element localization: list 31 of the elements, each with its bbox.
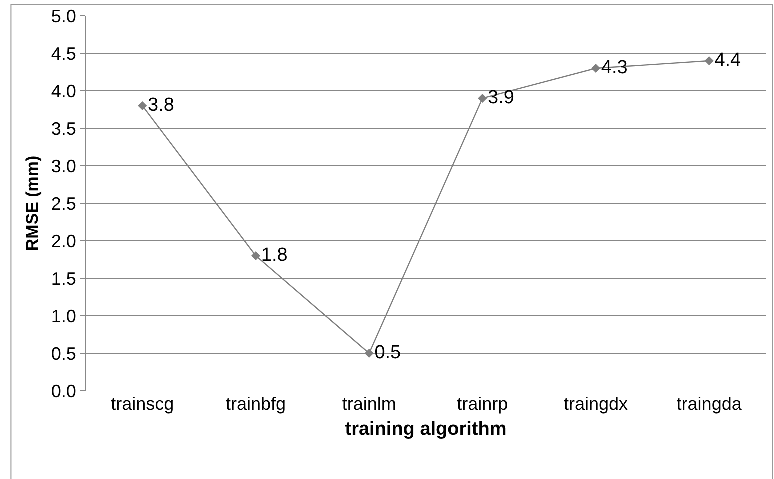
point (591, 64, 601, 74)
y-tick-label: 2.0 (51, 231, 76, 252)
y-tick-label: 1.5 (51, 268, 76, 289)
point (251, 251, 261, 261)
data-label: 4.3 (601, 57, 628, 78)
y-tick-label: 4.5 (51, 44, 76, 64)
x-axis-title: training algorithm (345, 418, 507, 440)
data-label: 3.8 (148, 94, 174, 116)
data-label: 3.9 (488, 87, 514, 108)
y-tick-label: 3.0 (51, 156, 76, 176)
point (478, 94, 488, 104)
x-tick-label: trainbfg (226, 394, 286, 414)
data-label: 0.5 (374, 342, 402, 364)
data-label: 4.4 (714, 50, 742, 71)
y-tick-label: 3.5 (51, 118, 76, 139)
x-tick-label: trainscg (111, 394, 174, 414)
x-tick-label: trainrp (457, 394, 508, 414)
y-tick-label: 5.0 (51, 6, 76, 26)
y-tick-label: 0.5 (51, 344, 76, 364)
y-axis-title: RMSE (mm) (22, 156, 42, 252)
y-tick-label: 4.0 (51, 81, 76, 102)
data-label: 1.8 (261, 244, 288, 266)
y-tick-label: 0.0 (51, 381, 76, 402)
y-tick-label: 2.5 (51, 194, 76, 214)
point (138, 101, 148, 111)
x-tick-label: trainlm (342, 394, 396, 414)
x-tick-label: traingda (676, 394, 743, 414)
point (364, 348, 374, 358)
y-tick-label: 1.0 (51, 306, 76, 326)
x-tick-label: traingdx (564, 394, 628, 414)
point (704, 56, 714, 66)
